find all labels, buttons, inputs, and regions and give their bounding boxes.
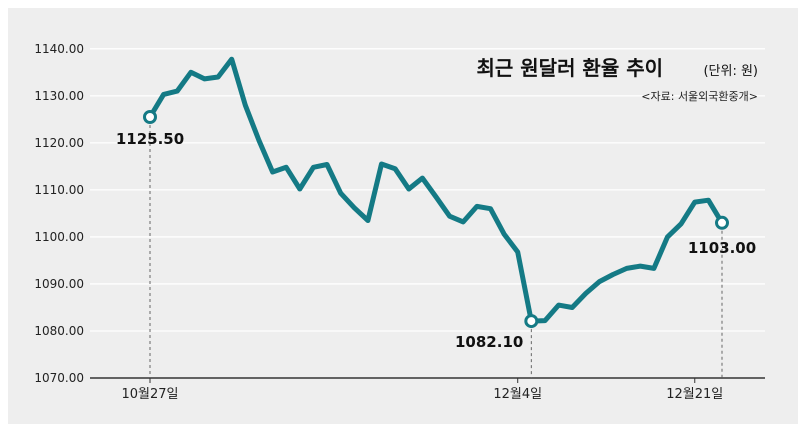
y-tick-label: 1140.00 xyxy=(34,42,84,56)
highlight-markers xyxy=(143,110,729,329)
exchange-rate-chart: 1070.00 1080.00 1090.00 1100.00 1110.00 1120.… xyxy=(34,42,765,402)
x-axis: 10월27일 12월4일 12월21일 xyxy=(90,377,765,402)
data-label: 1082.10 xyxy=(455,333,523,351)
data-labels: 1125.50 1082.10 1103.00 xyxy=(116,130,756,351)
highlight-point xyxy=(715,215,729,230)
x-tick-label: 12월4일 xyxy=(493,387,542,402)
highlight-point xyxy=(143,110,157,124)
highlight-point xyxy=(524,314,539,329)
x-tick-label: 12월21일 xyxy=(666,387,723,402)
x-tick-label: 10월27일 xyxy=(121,387,178,402)
chart-source: <자료: 서울외국환중개> xyxy=(641,90,758,103)
chart-title: 최근 원달러 환율 추이 xyxy=(477,56,664,80)
data-label: 1125.50 xyxy=(116,130,184,148)
guide-lines xyxy=(149,125,723,378)
y-tick-label: 1100.00 xyxy=(34,230,84,244)
chart-panel: 1070.00 1080.00 1090.00 1100.00 1110.00 1120.… xyxy=(8,8,798,424)
grid-lines xyxy=(90,48,765,332)
y-tick-label: 1110.00 xyxy=(34,183,84,197)
series-line xyxy=(147,56,725,324)
chart-unit: (단위: 원) xyxy=(703,64,758,79)
y-tick-label: 1130.00 xyxy=(34,89,84,103)
y-tick-label: 1090.00 xyxy=(34,277,84,291)
y-axis: 1070.00 1080.00 1090.00 1100.00 1110.00 1120.… xyxy=(34,42,84,385)
data-label: 1103.00 xyxy=(688,239,756,257)
y-tick-label: 1080.00 xyxy=(34,324,84,338)
y-tick-label: 1070.00 xyxy=(34,371,84,385)
y-tick-label: 1120.00 xyxy=(34,136,84,150)
